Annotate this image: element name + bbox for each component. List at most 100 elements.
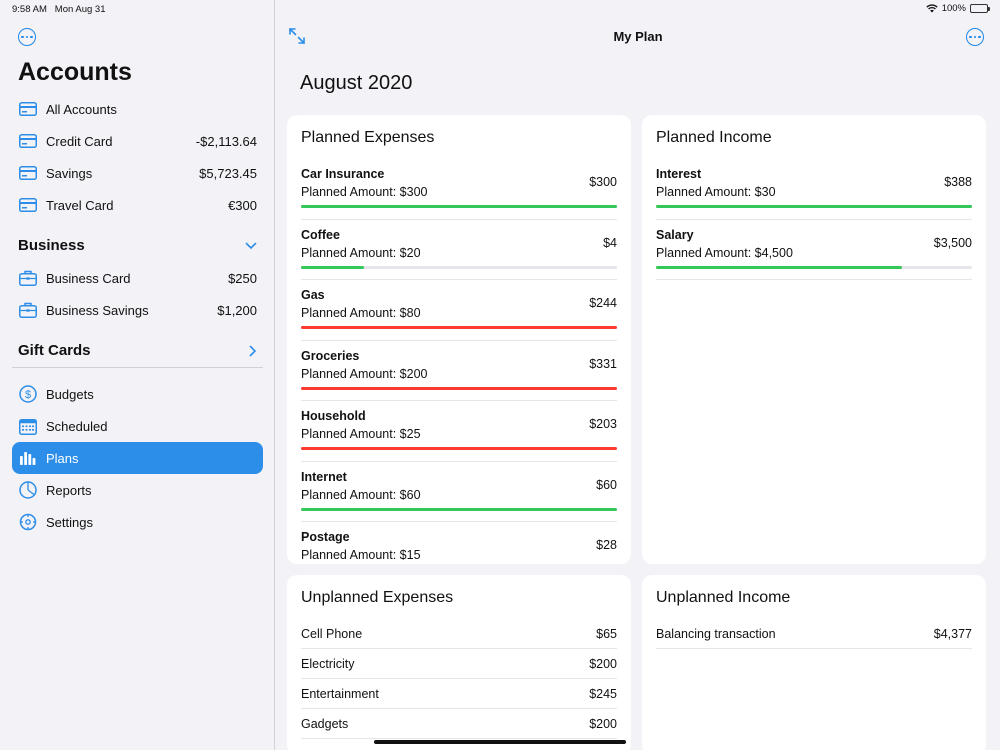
sidebar-item-all-accounts[interactable]: All Accounts (12, 93, 263, 125)
more-options-button[interactable] (966, 28, 984, 46)
calendar-icon (18, 416, 38, 436)
pie-chart-icon (18, 480, 38, 500)
progress-fill (301, 447, 617, 450)
sidebar-divider (12, 367, 263, 368)
planned-amount: Planned Amount: $80 (301, 306, 421, 320)
actual-amount: $60 (596, 477, 617, 492)
main-nav: $ Budgets Scheduled Plans Reports Settin… (12, 378, 263, 538)
plan-row[interactable]: Salary Planned Amount: $4,500 $3,500 (656, 220, 972, 280)
accounts-list: All Accounts Credit Card -$2,113.64 Savi… (12, 93, 263, 221)
progress-fill (301, 326, 617, 329)
progress-fill (301, 386, 617, 390)
progress-bar (301, 447, 617, 450)
plan-name: Interest (656, 167, 702, 181)
progress-bar (656, 205, 972, 208)
sidebar-item-label: Reports (46, 482, 92, 498)
planned-amount: Planned Amount: $60 (301, 487, 421, 502)
actual-amount: $28 (596, 538, 617, 552)
sidebar-item-scheduled[interactable]: Scheduled (12, 410, 263, 442)
account-balance: $1,200 (217, 302, 257, 318)
sidebar-item-settings[interactable]: Settings (12, 506, 263, 538)
list-item[interactable]: Cell Phone $65 (301, 619, 617, 649)
plan-row[interactable]: Internet Planned Amount: $60 $60 (301, 462, 617, 522)
sidebar-item-label: Business Card (46, 270, 131, 286)
progress-fill (301, 205, 617, 208)
sidebar-item-plans[interactable]: Plans (12, 442, 263, 474)
card-title: Unplanned Expenses (301, 589, 454, 606)
sidebar-item-business-card[interactable]: Business Card $250 (12, 262, 263, 294)
status-bar: 9:58 AM Mon Aug 31 100% (0, 0, 1000, 18)
item-name: Electricity (301, 656, 355, 671)
list-item[interactable]: Entertainment $245 (301, 679, 617, 709)
item-name: Entertainment (301, 686, 379, 701)
progress-bar (301, 205, 617, 208)
section-title: Gift Cards (18, 342, 91, 359)
actual-amount: $244 (589, 296, 617, 310)
chevron-down-icon (245, 242, 257, 249)
plan-row[interactable]: Groceries Planned Amount: $200 $331 (301, 341, 617, 401)
sidebar-item-label: Travel Card (46, 197, 114, 213)
main-content: My Plan August 2020 Planned Expenses Car… (276, 0, 1000, 750)
planned-amount: Planned Amount: $300 (301, 185, 428, 199)
plan-row[interactable]: Household Planned Amount: $25 $203 (301, 401, 617, 462)
plan-row[interactable]: Gas Planned Amount: $80 $244 (301, 280, 617, 341)
expand-icon[interactable] (288, 27, 306, 45)
planned-income-list: Interest Planned Amount: $30 $388 Salary Pla… (656, 159, 972, 280)
sidebar-item-budgets[interactable]: $ Budgets (12, 378, 263, 410)
plan-row[interactable]: Car Insurance Planned Amount: $300 $300 (301, 159, 617, 220)
plan-row[interactable]: Postage Planned Amount: $15 $28 (301, 522, 617, 564)
sidebar-more-button[interactable] (18, 28, 36, 46)
briefcase-icon (18, 268, 38, 288)
sidebar-item-label: Savings (46, 165, 93, 181)
plan-name: Groceries (301, 348, 360, 363)
plan-name: Household (301, 409, 366, 423)
chevron-right-icon (249, 345, 257, 356)
planned-amount: Planned Amount: $200 (301, 366, 428, 381)
progress-fill (301, 265, 365, 269)
unplanned-income-card: Unplanned Income Balancing transaction $4… (642, 575, 986, 750)
plan-name: Car Insurance (301, 167, 385, 181)
bar-chart-icon (18, 448, 38, 468)
status-date: Mon Aug 31 (54, 4, 106, 15)
briefcase-icon (18, 300, 38, 320)
battery-percent: 100% (941, 3, 966, 14)
plan-name: Salary (656, 227, 694, 242)
business-section-header[interactable]: Business (18, 237, 263, 254)
card-icon (18, 131, 38, 151)
actual-amount: $3,500 (933, 235, 972, 250)
sidebar-item-label: Credit Card (46, 133, 113, 149)
progress-fill (656, 265, 903, 269)
list-item[interactable]: Balancing transaction $4,377 (656, 619, 972, 649)
gift-cards-section-header[interactable]: Gift Cards (18, 342, 263, 359)
sidebar-item-label: All Accounts (46, 101, 117, 117)
card-title: Planned Expenses (301, 129, 435, 146)
wifi-icon (926, 4, 938, 13)
actual-amount: $203 (589, 417, 617, 431)
sidebar-item-credit-card[interactable]: Credit Card -$2,113.64 (12, 125, 263, 157)
progress-fill (301, 507, 617, 511)
card-icon (18, 163, 38, 183)
card-icon (18, 195, 38, 215)
sidebar-item-reports[interactable]: Reports (12, 474, 263, 506)
plan-name: Internet (301, 469, 347, 484)
plan-row[interactable]: Interest Planned Amount: $30 $388 (656, 159, 972, 220)
actual-amount: $300 (589, 175, 617, 189)
actual-amount: $4 (603, 235, 617, 250)
sidebar-title: Accounts (18, 58, 132, 86)
progress-bar (301, 326, 617, 329)
sidebar-item-business-savings[interactable]: Business Savings $1,200 (12, 294, 263, 326)
sidebar-item-savings[interactable]: Savings $5,723.45 (12, 157, 263, 189)
item-amount: $4,377 (933, 626, 972, 641)
svg-text:$: $ (25, 389, 31, 401)
list-item[interactable]: Gadgets $200 (301, 709, 617, 739)
card-title: Unplanned Income (656, 589, 791, 606)
planned-amount: Planned Amount: $15 (301, 548, 421, 562)
nav-title: My Plan (613, 29, 663, 44)
sidebar-item-travel-card[interactable]: Travel Card €300 (12, 189, 263, 221)
account-balance: $250 (228, 270, 257, 286)
plan-name: Postage (301, 530, 350, 544)
planned-income-card: Planned Income Interest Planned Amount: $… (642, 115, 986, 564)
plan-row[interactable]: Coffee Planned Amount: $20 $4 (301, 220, 617, 280)
list-item[interactable]: Electricity $200 (301, 649, 617, 679)
item-name: Cell Phone (301, 626, 363, 641)
